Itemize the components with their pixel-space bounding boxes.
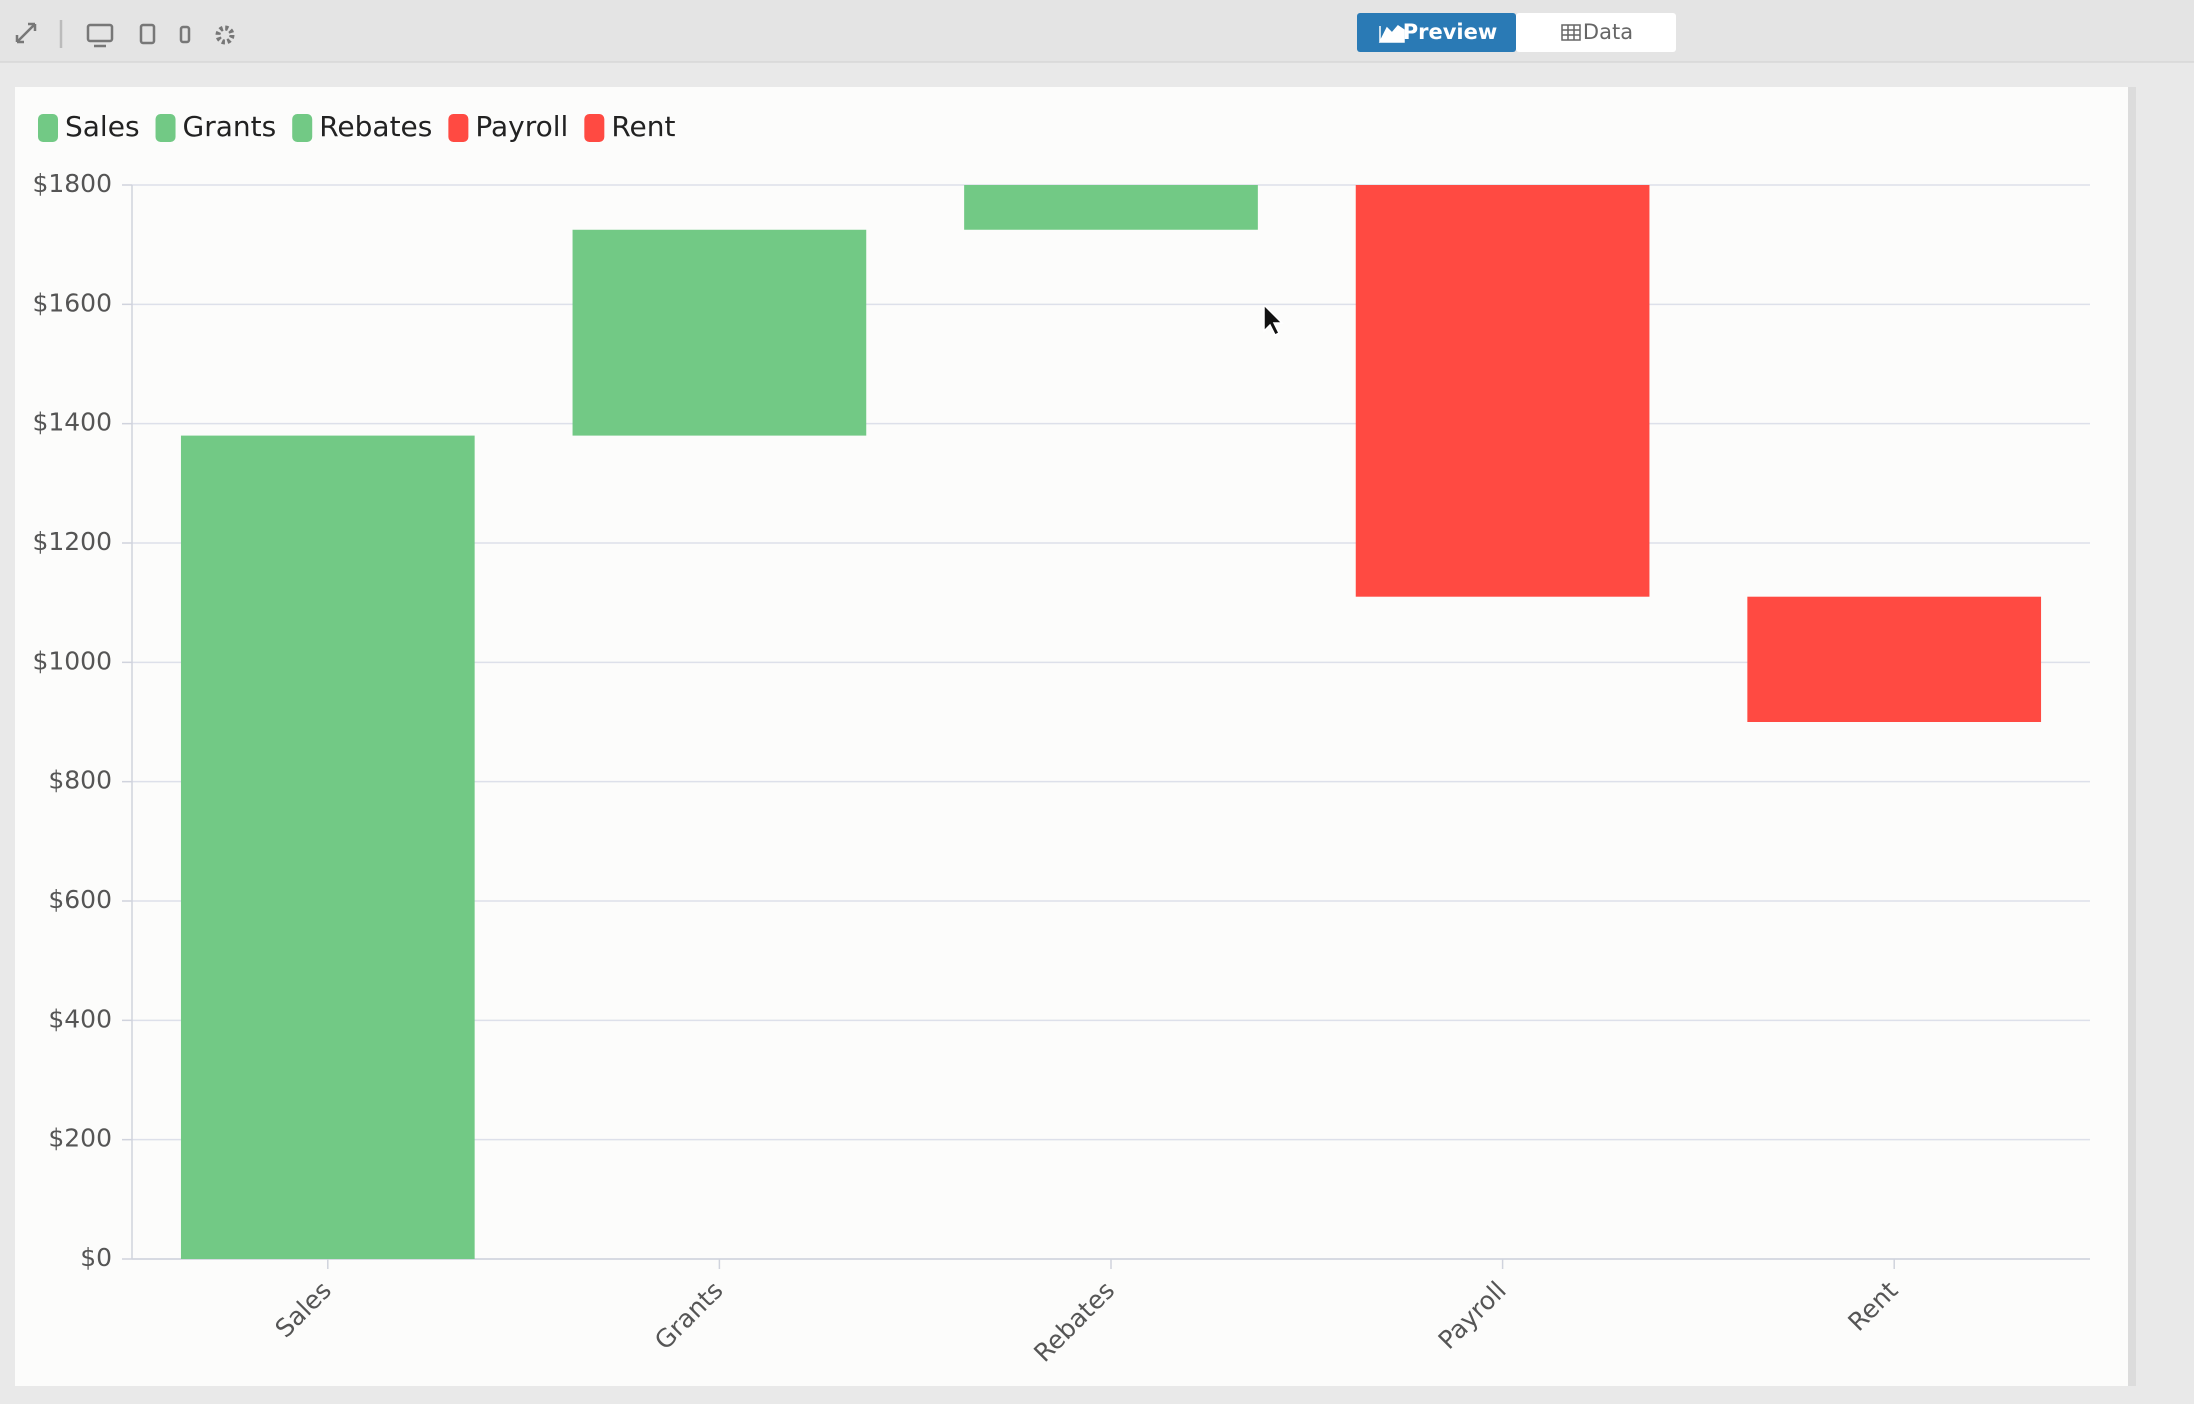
legend-label: Payroll xyxy=(475,110,568,143)
phone-icon[interactable] xyxy=(179,25,191,44)
legend-swatch xyxy=(448,114,469,142)
legend-label: Rent xyxy=(611,110,675,143)
toolbar-icons xyxy=(15,20,235,48)
legend-label: Sales xyxy=(65,110,140,143)
y-tick-label: $1600 xyxy=(32,288,112,317)
preview-label[interactable]: Preview xyxy=(1403,20,1498,44)
legend-swatch xyxy=(292,114,313,142)
expand-icon[interactable] xyxy=(15,22,37,44)
y-tick-label: $0 xyxy=(80,1243,112,1272)
y-tick-label: $1400 xyxy=(32,408,112,437)
cursor xyxy=(1263,303,1284,337)
table-icon xyxy=(1561,24,1581,41)
y-tick-label: $1000 xyxy=(32,646,112,675)
data-label[interactable]: Data xyxy=(1583,20,1633,44)
legend-label: Rebates xyxy=(319,110,432,143)
toolbar xyxy=(0,0,2194,62)
y-tick-label: $1200 xyxy=(32,527,112,556)
bar xyxy=(1355,185,1650,597)
y-tick-label: $800 xyxy=(48,766,112,795)
bar xyxy=(572,229,867,436)
desktop-icon[interactable] xyxy=(86,23,114,43)
y-tick-label: $1800 xyxy=(32,169,112,198)
panel-shadow xyxy=(2128,87,2136,1386)
bar xyxy=(964,185,1258,230)
legend-label: Grants xyxy=(183,110,277,143)
y-tick-label: $200 xyxy=(48,1124,112,1153)
y-tick-label: $400 xyxy=(48,1004,112,1033)
tablet-icon[interactable] xyxy=(139,23,156,45)
preview-icon xyxy=(1378,25,1405,43)
legend-swatch xyxy=(155,114,176,142)
bar xyxy=(1747,596,2042,722)
legend-swatch xyxy=(38,114,58,142)
settings-icon[interactable] xyxy=(215,25,235,45)
chart: $0 $200 $400 $600 $800 $1000 $1200 $1400 $1600 $1… xyxy=(32,110,2090,1368)
legend-swatch xyxy=(584,114,605,142)
data-button[interactable] xyxy=(1516,13,1676,52)
y-tick-label: $600 xyxy=(48,885,112,914)
bar xyxy=(180,435,475,1260)
